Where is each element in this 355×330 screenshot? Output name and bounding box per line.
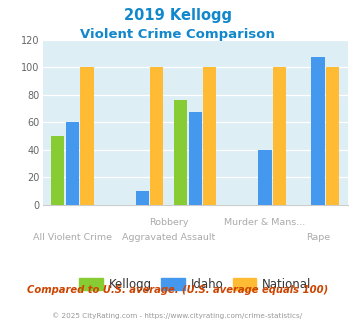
- Bar: [326, 67, 339, 205]
- Bar: [66, 122, 79, 205]
- Text: Violent Crime Comparison: Violent Crime Comparison: [80, 28, 275, 41]
- Bar: [81, 67, 94, 205]
- Bar: [311, 57, 324, 205]
- Bar: [203, 67, 217, 205]
- Bar: [150, 67, 163, 205]
- Bar: [174, 100, 187, 205]
- Text: Compared to U.S. average. (U.S. average equals 100): Compared to U.S. average. (U.S. average …: [27, 285, 328, 295]
- Text: Aggravated Assault: Aggravated Assault: [122, 233, 215, 242]
- Bar: [273, 67, 286, 205]
- Bar: [189, 113, 202, 205]
- Legend: Kellogg, Idaho, National: Kellogg, Idaho, National: [74, 273, 316, 296]
- Bar: [51, 136, 65, 205]
- Text: Rape: Rape: [306, 233, 330, 242]
- Text: All Violent Crime: All Violent Crime: [33, 233, 112, 242]
- Text: © 2025 CityRating.com - https://www.cityrating.com/crime-statistics/: © 2025 CityRating.com - https://www.city…: [53, 312, 302, 318]
- Text: Robbery: Robbery: [149, 218, 189, 227]
- Text: Murder & Mans...: Murder & Mans...: [224, 218, 306, 227]
- Bar: [136, 191, 149, 205]
- Text: 2019 Kellogg: 2019 Kellogg: [124, 8, 231, 23]
- Bar: [258, 149, 272, 205]
